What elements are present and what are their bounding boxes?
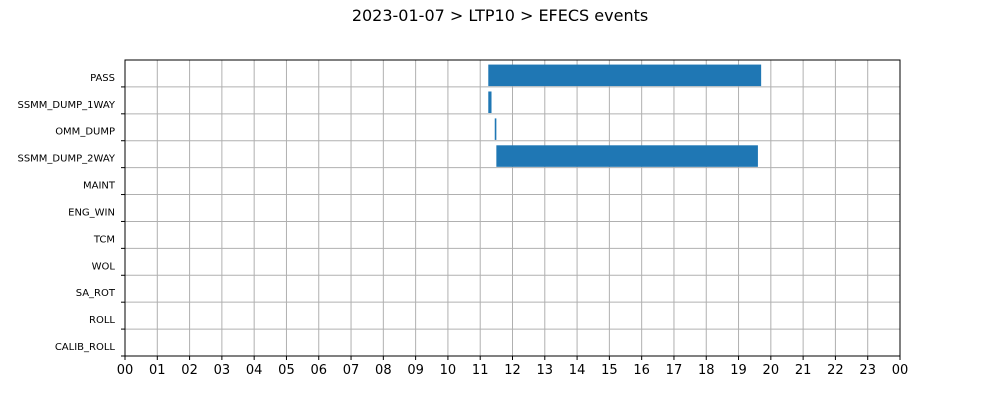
x-tick-label: 11	[472, 363, 489, 378]
event-bar-ssmm-dump-1way	[488, 91, 492, 114]
y-tick-label: SSMM_DUMP_1WAY	[17, 100, 115, 111]
axis-layer: 00 01 02 03 04 05 06 07 08 09 10 11 12 13 14 15 16 17 18 19…	[17, 73, 908, 378]
x-tick-label: 16	[633, 363, 650, 378]
y-tick-label: OMM_DUMP	[55, 127, 115, 138]
x-tick-label: 20	[763, 363, 780, 378]
event-bar-ssmm-dump-2way	[496, 145, 758, 167]
x-tick-label: 13	[537, 363, 554, 378]
x-tick-label: 21	[795, 363, 812, 378]
x-tick-label: 15	[601, 363, 618, 378]
x-tick-label: 23	[859, 363, 876, 378]
y-tick-label: MAINT	[83, 181, 116, 192]
x-tick-label: 03	[214, 363, 231, 378]
x-tick-label: 10	[440, 363, 457, 378]
x-tick-label: 09	[407, 363, 424, 378]
event-bar-pass	[488, 64, 762, 87]
x-tick-label: 05	[278, 363, 295, 378]
y-tick-label: CALIB_ROLL	[55, 342, 116, 353]
grid-layer	[124, 60, 901, 356]
x-tick-label: 02	[181, 363, 198, 378]
y-tick-label: TCM	[93, 234, 115, 245]
x-tick-label: 14	[569, 363, 586, 378]
x-tick-label: 18	[698, 363, 715, 378]
x-tick-label: 22	[827, 363, 844, 378]
x-tick-label: 07	[343, 363, 360, 378]
x-tick-label: 17	[666, 363, 683, 378]
bars-layer	[488, 64, 762, 167]
y-tick-label: SA_ROT	[76, 288, 116, 299]
x-tick-label: 00	[117, 363, 134, 378]
y-tick-label: SSMM_DUMP_2WAY	[17, 154, 115, 165]
x-tick-label: 19	[730, 363, 747, 378]
x-tick-label: 08	[375, 363, 392, 378]
event-bar-omm-dump	[494, 118, 497, 140]
y-tick-label: ENG_WIN	[68, 207, 115, 218]
x-tick-label: 04	[246, 363, 263, 378]
y-tick-label: ROLL	[89, 315, 115, 326]
y-tick-label: PASS	[90, 73, 115, 84]
x-tick-label: 00	[892, 363, 909, 378]
x-tick-label: 01	[149, 363, 166, 378]
y-tick-label: WOL	[92, 261, 116, 272]
chart-title: 2023-01-07 > LTP10 > EFECS events	[351, 6, 649, 25]
x-tick-label: 12	[504, 363, 521, 378]
x-tick-label: 06	[310, 363, 327, 378]
